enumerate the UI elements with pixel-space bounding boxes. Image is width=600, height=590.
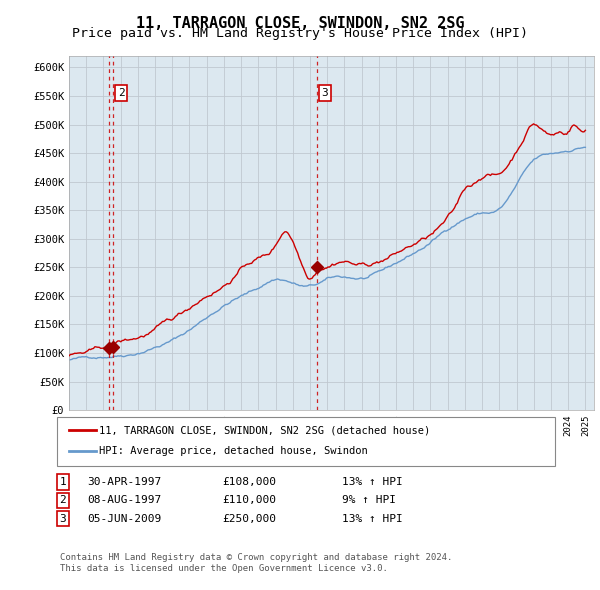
Text: 1: 1 (59, 477, 67, 487)
Text: HPI: Average price, detached house, Swindon: HPI: Average price, detached house, Swin… (99, 447, 368, 456)
Text: Price paid vs. HM Land Registry's House Price Index (HPI): Price paid vs. HM Land Registry's House … (72, 27, 528, 40)
Text: 3: 3 (322, 88, 328, 98)
Text: Contains HM Land Registry data © Crown copyright and database right 2024.
This d: Contains HM Land Registry data © Crown c… (60, 553, 452, 573)
Text: £108,000: £108,000 (222, 477, 276, 487)
Text: 30-APR-1997: 30-APR-1997 (87, 477, 161, 487)
Text: 13% ↑ HPI: 13% ↑ HPI (342, 514, 403, 523)
Text: 11, TARRAGON CLOSE, SWINDON, SN2 2SG: 11, TARRAGON CLOSE, SWINDON, SN2 2SG (136, 16, 464, 31)
Text: £110,000: £110,000 (222, 496, 276, 505)
Text: 08-AUG-1997: 08-AUG-1997 (87, 496, 161, 505)
Text: 2: 2 (59, 496, 67, 505)
Text: £250,000: £250,000 (222, 514, 276, 523)
Text: 13% ↑ HPI: 13% ↑ HPI (342, 477, 403, 487)
Text: 05-JUN-2009: 05-JUN-2009 (87, 514, 161, 523)
Text: 9% ↑ HPI: 9% ↑ HPI (342, 496, 396, 505)
Text: 11, TARRAGON CLOSE, SWINDON, SN2 2SG (detached house): 11, TARRAGON CLOSE, SWINDON, SN2 2SG (de… (99, 425, 430, 435)
Text: 2: 2 (118, 88, 124, 98)
Text: 3: 3 (59, 514, 67, 523)
